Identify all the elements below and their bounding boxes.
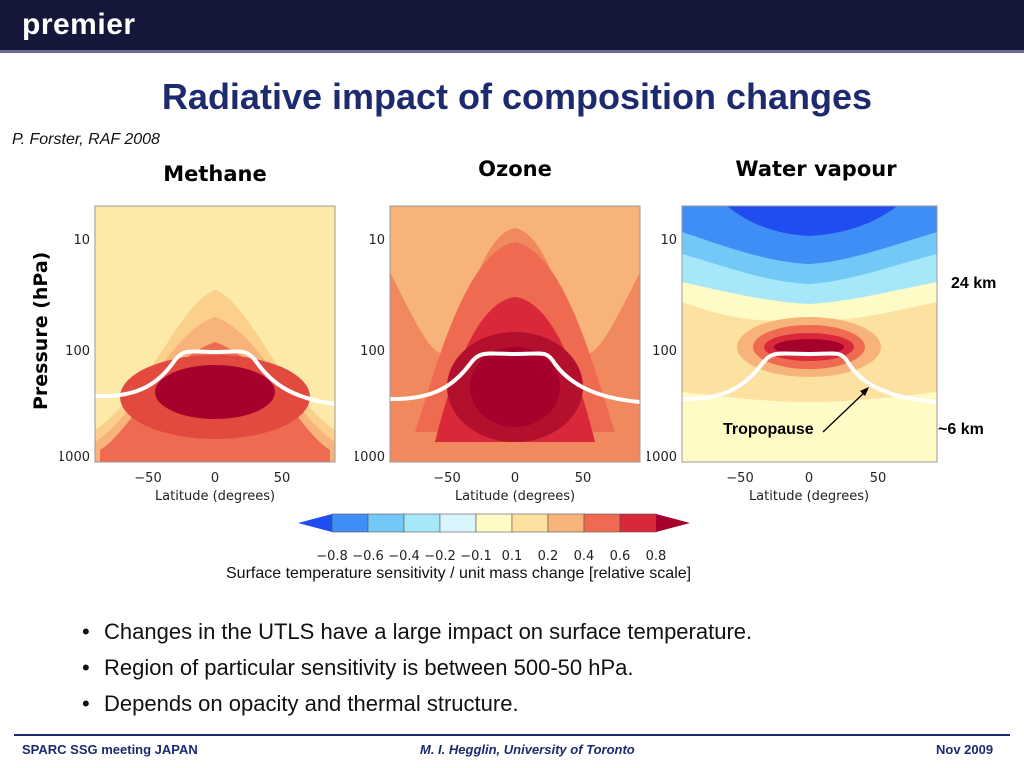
y-tick-100: 100 (65, 344, 90, 359)
panel-title-methane: Methane (163, 162, 267, 186)
ozone-contour-plot: 10 100 1000 −50 0 50 Latitude (degrees) (355, 205, 641, 504)
colorbar-tick-label: −0.2 (424, 549, 456, 564)
bullet-list: • Changes in the UTLS have a large impact… (82, 614, 752, 722)
colorbar-cell (439, 513, 477, 533)
colorbar-tick-label: −0.6 (352, 549, 384, 564)
header-divider (0, 50, 1024, 53)
colorbar: −0.8 −0.6 −0.4 −0.2 −0.1 0.1 0.2 0.4 0.6 0.8 (298, 513, 690, 564)
x-tick-0: 0 (805, 471, 813, 486)
colorbar-cell (656, 514, 690, 532)
label-6km: ~6 km (938, 421, 984, 438)
bullet-item: • Changes in the UTLS have a large impact… (82, 614, 752, 650)
colorbar-cell (583, 513, 621, 533)
y-tick-1000: 1000 (60, 450, 90, 465)
y-tick-1000: 1000 (355, 450, 385, 465)
bullet-item: • Depends on opacity and thermal structur… (82, 686, 752, 722)
footer-right: Nov 2009 (936, 742, 994, 757)
colorbar-cell (403, 513, 441, 533)
x-axis-label: Latitude (degrees) (455, 489, 575, 504)
footer-divider (14, 734, 1010, 736)
colorbar-cell (298, 514, 332, 532)
bullet-dot: • (82, 655, 90, 680)
label-24km: 24 km (951, 275, 997, 292)
colorbar-tick-label: 0.8 (646, 549, 667, 564)
header-bar (0, 0, 1024, 50)
footer-center: M. I. Hegglin, University of Toronto (420, 742, 635, 757)
x-axis-label: Latitude (degrees) (155, 489, 275, 504)
colorbar-caption: Surface temperature sensitivity / unit m… (226, 565, 692, 582)
label-tropopause: Tropopause (723, 421, 814, 438)
x-axis-label: Latitude (degrees) (749, 489, 869, 504)
colorbar-cell (547, 513, 585, 533)
x-tick-neg50: −50 (726, 471, 753, 486)
colorbar-tick-label: 0.1 (502, 549, 523, 564)
bullet-dot: • (82, 691, 90, 716)
y-tick-10: 10 (73, 233, 90, 248)
colorbar-tick-label: −0.1 (460, 549, 492, 564)
panel-title-ozone: Ozone (478, 157, 552, 181)
y-tick-100: 100 (652, 344, 677, 359)
colorbar-tick-label: 0.2 (538, 549, 559, 564)
x-tick-50: 50 (575, 471, 592, 486)
colorbar-tick-label: 0.4 (574, 549, 595, 564)
colorbar-cell (511, 513, 549, 533)
brand-logo-text: premier (22, 8, 136, 41)
x-tick-0: 0 (511, 471, 519, 486)
colorbar-cell (367, 513, 405, 533)
slide-title: Radiative impact of composition changes (161, 76, 873, 117)
colorbar-cell (619, 513, 657, 533)
water-vapour-contour-plot: 10 100 1000 −50 0 50 Latitude (degrees) (647, 205, 938, 504)
x-tick-neg50: −50 (433, 471, 460, 486)
y-axis-label: Pressure (hPa) (30, 251, 52, 410)
x-tick-neg50: −50 (134, 471, 161, 486)
x-tick-0: 0 (211, 471, 219, 486)
colorbar-tick-label: −0.8 (316, 549, 348, 564)
colorbar-tick-label: −0.4 (388, 549, 420, 564)
bullet-item: • Region of particular sensitivity is bet… (82, 650, 752, 686)
x-tick-50: 50 (870, 471, 887, 486)
citation: P. Forster, RAF 2008 (12, 131, 160, 148)
panel-title-water-vapour: Water vapour (735, 157, 897, 181)
y-tick-10: 10 (660, 233, 677, 248)
footer-left: SPARC SSG meeting JAPAN (22, 742, 198, 757)
bullet-dot: • (82, 619, 90, 644)
colorbar-cell (331, 513, 369, 533)
colorbar-cell (475, 513, 513, 533)
y-tick-1000: 1000 (647, 450, 677, 465)
y-tick-10: 10 (368, 233, 385, 248)
y-tick-100: 100 (360, 344, 385, 359)
methane-contour-plot: 10 100 1000 −50 0 50 Latitude (degrees) (60, 205, 336, 504)
colorbar-tick-label: 0.6 (610, 549, 631, 564)
x-tick-50: 50 (274, 471, 291, 486)
